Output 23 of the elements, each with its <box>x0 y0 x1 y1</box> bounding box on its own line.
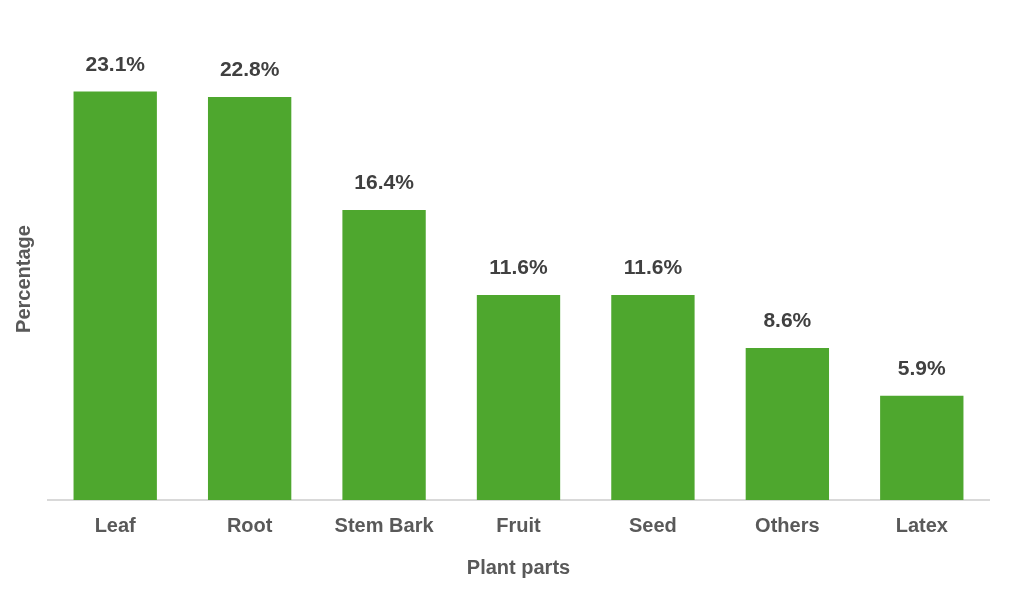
bar <box>342 210 426 500</box>
bar <box>476 294 561 500</box>
bar <box>207 96 292 500</box>
x-axis-title: Plant parts <box>466 555 571 578</box>
x-tick-label: Stem Bark <box>334 513 435 536</box>
data-label: 23.1% <box>85 51 146 75</box>
data-label: 22.8% <box>219 57 280 81</box>
x-tick-label: Others <box>755 513 820 536</box>
x-tick-label: Seed <box>629 513 677 536</box>
data-label: 5.9% <box>897 355 947 379</box>
x-tick-label: Latex <box>895 513 948 536</box>
bar <box>73 91 157 500</box>
data-label: 8.6% <box>763 308 812 332</box>
bar <box>745 347 830 500</box>
x-tick-label: Fruit <box>496 513 542 536</box>
bar <box>880 395 964 500</box>
data-label: 11.6% <box>623 255 683 279</box>
y-axis-title: Percentage <box>11 225 34 333</box>
x-tick-label: Root <box>226 513 273 536</box>
data-label: 16.4% <box>354 170 415 194</box>
data-label: 11.6% <box>489 255 549 279</box>
x-tick-label: Leaf <box>94 513 137 536</box>
bar <box>611 294 695 500</box>
